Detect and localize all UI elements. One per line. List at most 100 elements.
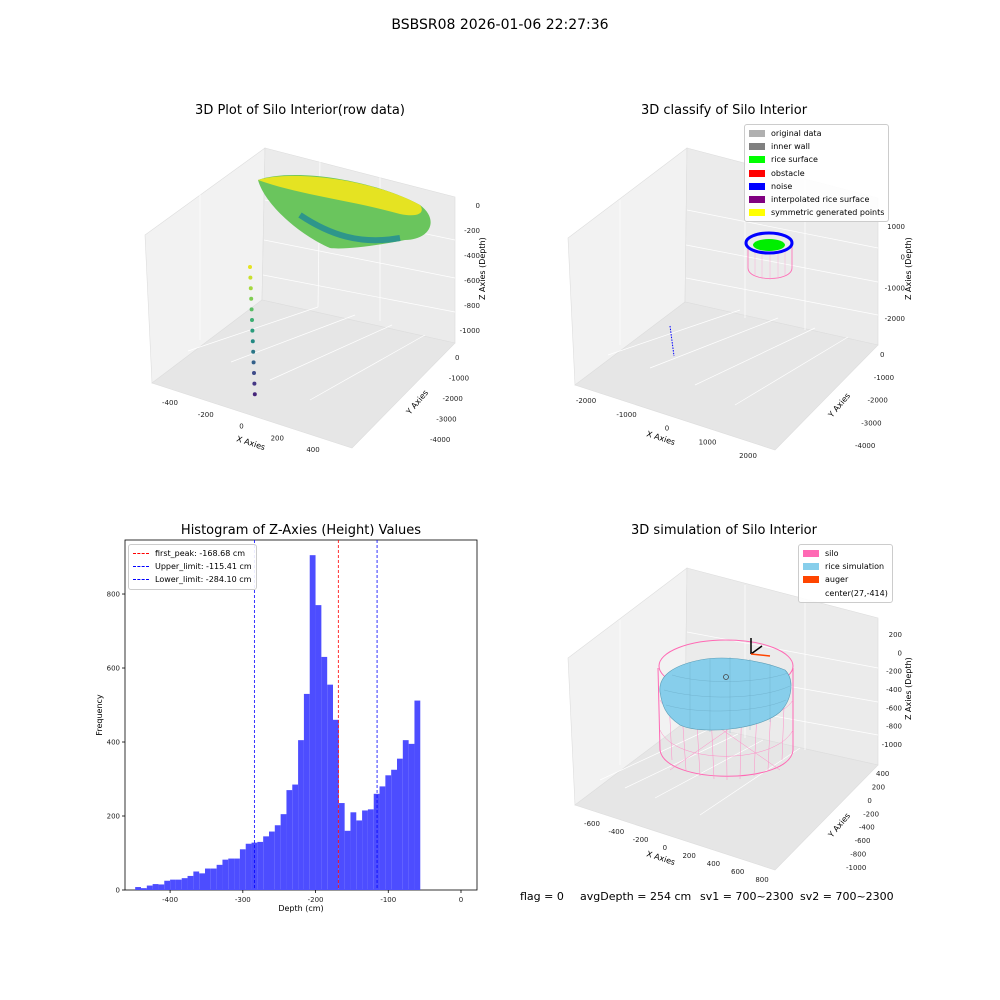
legend-item: symmetric generated points (749, 206, 884, 219)
plot1-dot (252, 381, 257, 386)
legend-line (133, 553, 149, 555)
plot2-ticks: -2000 -1000 0 1000 2000 0 -1000 -2000 -3000 -4000… (576, 223, 905, 460)
histogram-bar (164, 880, 171, 890)
legend-item: Lower_limit: -284.10 cm (133, 573, 252, 586)
plot4-x-tick: 200 (682, 852, 695, 860)
histogram-bar (298, 740, 304, 890)
plot1-dot (252, 392, 257, 397)
plot4-x-tick: 0 (663, 844, 667, 852)
plot4-z-tick: -1000 (882, 741, 902, 749)
legend-item: interpolated rice surface (749, 193, 884, 206)
plot1-z-tick: 0 (476, 202, 480, 210)
y-tick-label: 200 (107, 813, 120, 821)
histogram-bar (170, 879, 176, 890)
histogram-bar (239, 849, 246, 890)
plot4-z-tick: -600 (886, 704, 902, 712)
plot2-y-tick: -4000 (855, 442, 875, 450)
plot2-x-tick: 1000 (699, 438, 717, 446)
legend-label: silo (825, 549, 839, 559)
histogram-bar (228, 858, 235, 890)
legend-label: rice surface (771, 155, 818, 165)
histogram-bar (402, 740, 409, 890)
plot1-dot (250, 339, 255, 344)
histogram-bar (152, 884, 159, 890)
plot1-dot (250, 318, 254, 322)
histogram-bar (135, 887, 141, 890)
histogram-bar (222, 859, 229, 890)
legend-label: noise (771, 181, 793, 191)
legend-item: auger (803, 573, 888, 586)
plot1-z-tick: -400 (464, 252, 480, 260)
plot2-ylabel: Y Axies (826, 391, 852, 420)
plot2-x-tick: -1000 (616, 411, 636, 419)
x-tick-label: -200 (308, 896, 324, 904)
legend-item: original data (749, 127, 884, 140)
legend-item: inner wall (749, 140, 884, 153)
footer-avg-depth: avgDepth = 254 cm (580, 890, 692, 903)
histogram-bar (385, 775, 392, 890)
footer-flag: flag = 0 (520, 890, 564, 903)
histogram-bar (210, 868, 217, 890)
plot2-z-tick: -1000 (885, 284, 905, 292)
plot1-dot (252, 371, 256, 375)
plot1-dot (249, 307, 254, 312)
plot1-z-tick: -600 (464, 277, 480, 285)
plot1-z-tick: -800 (464, 302, 480, 310)
legend-swatch (749, 169, 765, 177)
legend-item: center(27,-414) (803, 587, 888, 600)
plot4-z-tick: -800 (886, 723, 902, 731)
histogram-bar (181, 878, 188, 890)
plot4-x-tick: -400 (608, 828, 624, 836)
legend-item: obstacle (749, 167, 884, 180)
legend-label: rice simulation (825, 562, 885, 572)
y-tick-label: 600 (107, 665, 120, 673)
plot4-x-tick: -600 (584, 820, 600, 828)
legend-swatch (749, 156, 765, 164)
plot1-ylabel: Y Axies (404, 388, 430, 417)
histogram-bar (280, 814, 287, 890)
histogram-bar (327, 684, 333, 890)
plot1-dot (248, 275, 253, 280)
plot1-dot (249, 296, 254, 301)
plot3-title: Histogram of Z-Axies (Height) Values (180, 523, 422, 538)
plot1-dot (248, 286, 253, 291)
y-tick-label: 800 (107, 591, 120, 599)
plot3-ylabel: Frequency (95, 694, 104, 736)
plot1-title: 3D Plot of Silo Interior(row data) (195, 103, 405, 118)
histogram-bar (146, 885, 153, 890)
plot1-z-tick: -200 (464, 227, 480, 235)
plot4-panes (567, 567, 879, 871)
legend-swatch (749, 209, 765, 217)
histogram-bar (356, 820, 363, 890)
plot4-z-tick: 0 (898, 649, 902, 657)
plot2-title: 3D classify of Silo Interior (640, 103, 808, 118)
plot1-dot (251, 360, 256, 365)
plot2-zlabel: Z Axies (Depth) (904, 237, 913, 300)
histogram-bar (158, 884, 165, 890)
plot4-z-tick: -200 (886, 668, 902, 676)
histogram-bar (245, 843, 252, 890)
legend-label: inner wall (771, 142, 811, 152)
legend-line (133, 566, 149, 568)
histogram-bar (286, 790, 293, 890)
plot4-y-tick: 400 (876, 770, 889, 778)
plot3-vlines (253, 540, 378, 890)
plot4-ticks: -600-400-20002004006008004002000-200-400… (584, 631, 902, 884)
plot4-auger (750, 638, 771, 657)
legend-line (133, 579, 149, 581)
y-tick-label: 400 (107, 739, 120, 747)
plot4-x-tick: -200 (633, 836, 649, 844)
plot2-x-tick: -2000 (576, 397, 596, 405)
plot1-x-tick: -200 (198, 411, 214, 419)
legend-item: rice surface (749, 153, 884, 166)
x-tick-label: -400 (162, 896, 178, 904)
histogram-bar (379, 786, 386, 890)
legend-swatch (749, 130, 765, 138)
legend-label: symmetric generated points (771, 208, 885, 218)
plot1-dot (250, 328, 255, 333)
plot1-y-tick: 0 (455, 354, 459, 362)
x-tick-label: -100 (380, 896, 396, 904)
legend-label: center(27,-414) (825, 588, 888, 598)
histogram-bar (333, 719, 339, 890)
plot4-zlabel: Z Axies (Depth) (904, 657, 913, 720)
